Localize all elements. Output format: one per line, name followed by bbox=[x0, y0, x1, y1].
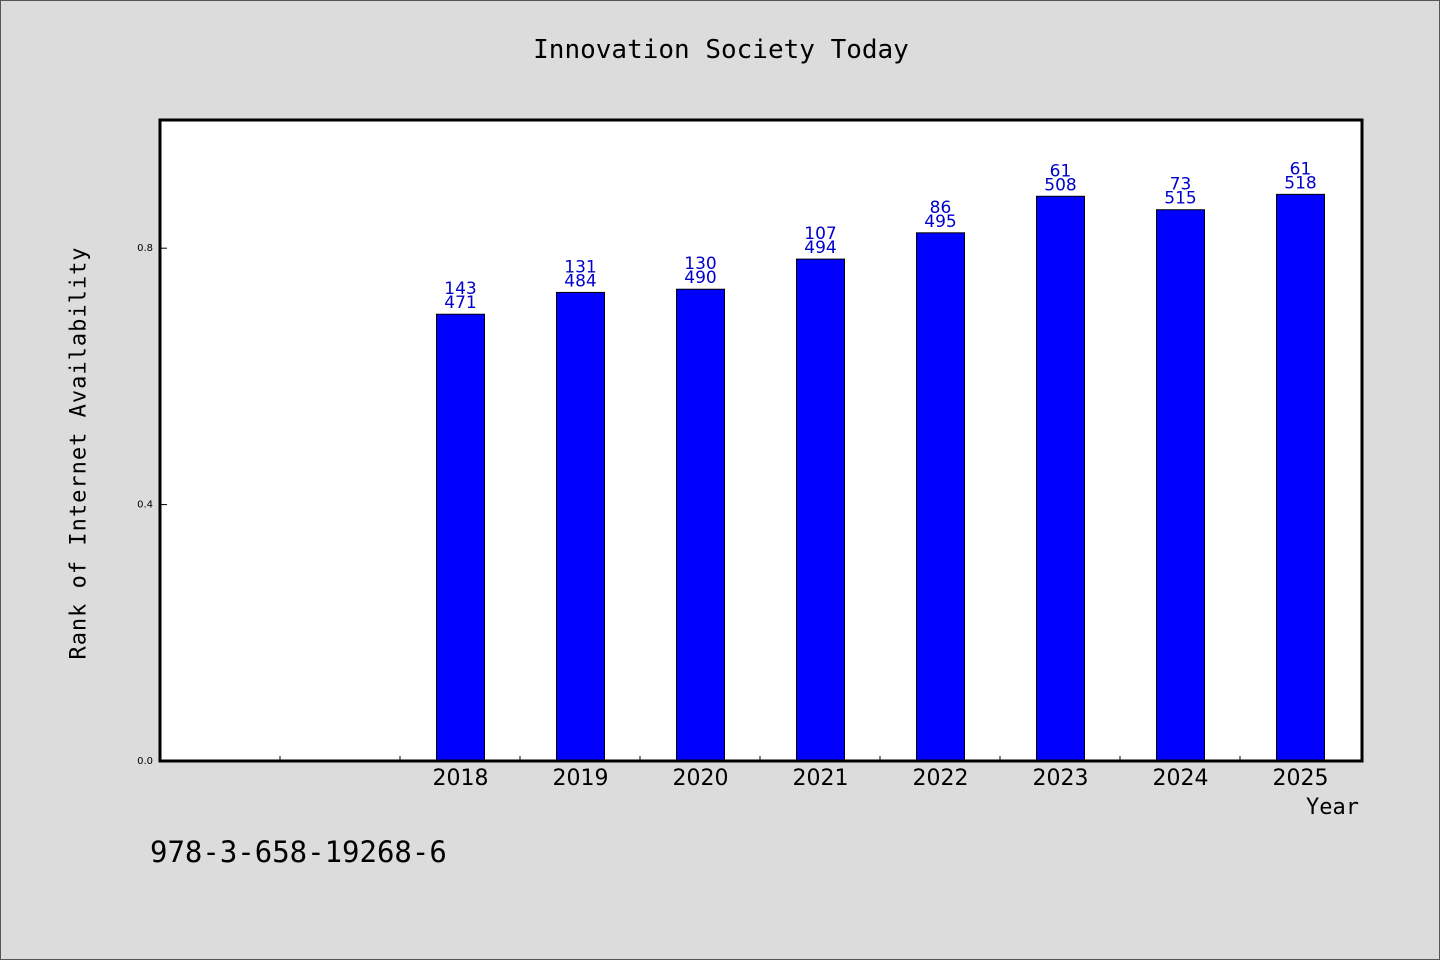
x-tick-label-2021: 2021 bbox=[793, 766, 849, 791]
bar-label-bottom-2020: 490 bbox=[684, 268, 716, 288]
bar-label-top-2024: 73 bbox=[1170, 175, 1192, 195]
bar-label-top-2021: 107 bbox=[804, 224, 836, 244]
y-tick-label: 0.8 bbox=[137, 243, 153, 254]
bar-label-bottom-2019: 484 bbox=[564, 271, 596, 291]
x-axis-label: Year bbox=[1306, 795, 1359, 820]
bar-label-top-2018: 143 bbox=[444, 279, 476, 299]
bar-label-bottom-2023: 508 bbox=[1044, 175, 1076, 195]
bar-label-top-2023: 61 bbox=[1050, 161, 1072, 181]
bar-2024 bbox=[1156, 209, 1205, 762]
bar-label-bottom-2018: 471 bbox=[444, 293, 476, 313]
bar-2020 bbox=[676, 288, 725, 762]
bar-2018 bbox=[436, 313, 485, 762]
bar-2023 bbox=[1036, 195, 1085, 762]
bar-label-top-2022: 86 bbox=[930, 198, 952, 218]
x-tick-label-2022: 2022 bbox=[913, 766, 969, 791]
bar-2025 bbox=[1276, 193, 1325, 762]
bar-label-bottom-2021: 494 bbox=[804, 238, 836, 258]
footer-code: 978-3-658-19268-6 bbox=[150, 835, 447, 869]
x-tick-label-2020: 2020 bbox=[673, 766, 729, 791]
x-tick-label-2025: 2025 bbox=[1273, 766, 1329, 791]
x-tick-label-2024: 2024 bbox=[1153, 766, 1209, 791]
x-tick-label-2019: 2019 bbox=[553, 766, 609, 791]
y-tick-label: 0.4 bbox=[137, 500, 153, 511]
bar-label-top-2025: 61 bbox=[1290, 159, 1312, 179]
bar-2021 bbox=[796, 258, 845, 762]
bar-2019 bbox=[556, 291, 605, 762]
x-tick-label-2018: 2018 bbox=[433, 766, 489, 791]
bar-label-bottom-2022: 495 bbox=[924, 212, 956, 232]
x-tick-label-2023: 2023 bbox=[1033, 766, 1089, 791]
y-tick-label: 0.0 bbox=[137, 756, 153, 767]
plot-border bbox=[158, 118, 1364, 763]
bar-label-top-2019: 131 bbox=[564, 257, 596, 277]
chart-title: Innovation Society Today bbox=[533, 35, 909, 65]
bar-2022 bbox=[916, 232, 965, 762]
bar-label-bottom-2025: 518 bbox=[1284, 173, 1316, 193]
bar-label-top-2020: 130 bbox=[684, 254, 716, 274]
bar-label-bottom-2024: 515 bbox=[1164, 189, 1196, 209]
